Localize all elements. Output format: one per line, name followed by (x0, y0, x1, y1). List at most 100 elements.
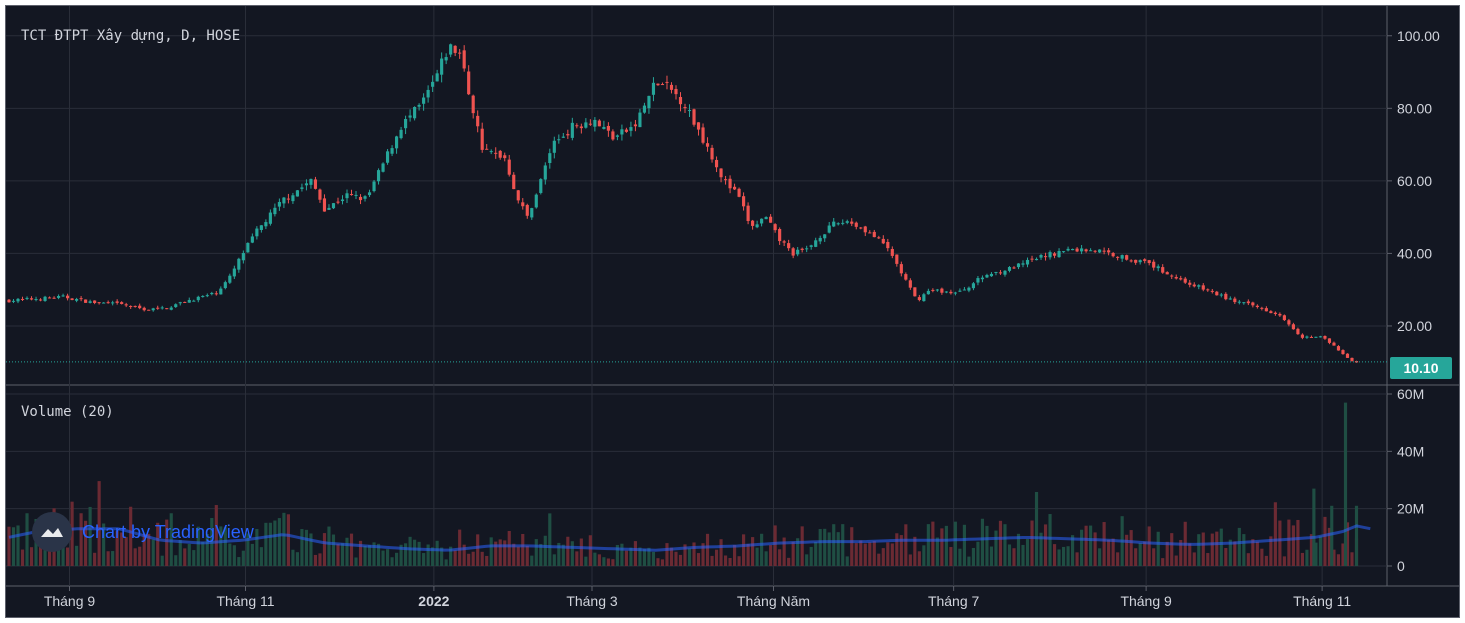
volume-bar (566, 536, 570, 566)
volume-bar (624, 550, 628, 566)
candle-up (1057, 251, 1061, 258)
volume-bar (291, 549, 295, 566)
candle-down (863, 226, 867, 233)
volume-bar (521, 533, 525, 566)
candle-up (381, 163, 385, 172)
tradingview-watermark[interactable]: Chart by TradingView (32, 512, 254, 552)
volume-bar (1206, 553, 1210, 566)
candle-down (1233, 298, 1237, 303)
volume-bar (579, 538, 583, 566)
candle-down (38, 299, 43, 301)
candle-up (1305, 336, 1309, 338)
volume-bar (241, 550, 245, 566)
volume-bar (656, 558, 660, 566)
volume-bar (363, 545, 367, 566)
volume-bar (1327, 527, 1332, 566)
candle-down (1273, 312, 1277, 315)
time-axis[interactable]: Tháng 9 Tháng 11 2022 Tháng 3 Tháng Năm Tháng… (44, 586, 1352, 609)
candle-down (79, 298, 83, 300)
volume-bar (1192, 552, 1196, 566)
candle-down (597, 120, 601, 127)
candle-up (201, 296, 205, 298)
candle-up (548, 153, 552, 164)
volume-bar (809, 546, 813, 566)
volume-bar (201, 541, 205, 566)
price-tick-label: 20.00 (1397, 318, 1432, 334)
volume-bar (1237, 527, 1241, 566)
candle-up (196, 296, 200, 301)
volume-bar (548, 513, 552, 566)
volume-bar (255, 528, 259, 566)
candle-up (557, 139, 561, 141)
candle-up (832, 221, 836, 227)
candle-up (593, 119, 597, 127)
time-tick-label: Tháng 7 (928, 593, 980, 609)
volume-bar (1052, 544, 1057, 566)
candle-up (989, 273, 994, 277)
volume-bar (944, 525, 948, 566)
volume-bar (940, 528, 944, 566)
volume-axis[interactable]: 60M 40M 20M 0 (1387, 386, 1424, 574)
candle-up (836, 223, 840, 225)
candle-down (115, 301, 119, 303)
candle-up (985, 274, 989, 278)
candle-down (1224, 293, 1228, 300)
volume-bar (705, 533, 710, 566)
volume-bar (660, 559, 665, 566)
volume-bar (129, 506, 133, 566)
candle-up (944, 291, 948, 293)
candle-down (133, 305, 137, 307)
candle-up (1219, 294, 1223, 296)
candle-up (273, 207, 277, 215)
candle-down (899, 264, 903, 274)
candle-down (1345, 353, 1350, 358)
volume-bar (1242, 534, 1246, 566)
volume-tick-label: 40M (1397, 443, 1424, 459)
time-tick-label: Tháng 11 (216, 593, 274, 609)
volume-bar (633, 541, 638, 566)
volume-bar (1224, 548, 1228, 566)
volume-bar (322, 533, 327, 566)
candle-up (1071, 248, 1075, 251)
volume-legend[interactable]: Volume (20) (21, 404, 114, 420)
candle-up (489, 151, 493, 153)
candle-up (178, 302, 182, 304)
watermark-text: Chart by TradingView (82, 521, 254, 542)
volume-ma-line (8, 524, 1371, 552)
candle-up (309, 178, 313, 185)
volume-bar (70, 501, 74, 566)
volume-bar (1251, 539, 1255, 566)
volume-bar (998, 520, 1003, 566)
volume-bar (1278, 520, 1282, 566)
candle-down (1251, 302, 1255, 306)
volume-bar (602, 557, 606, 566)
candle-up (827, 225, 831, 233)
chart-frame[interactable]: 100.00 80.00 60.00 40.00 20.00 60M 40M 20M 0 Th… (5, 5, 1460, 618)
candle-down (1161, 267, 1165, 273)
volume-bar (863, 543, 867, 566)
volume-bar (1318, 536, 1323, 566)
volume-bar (926, 524, 930, 566)
candle-down (1174, 276, 1178, 279)
price-axis[interactable]: 100.00 80.00 60.00 40.00 20.00 (1387, 28, 1440, 334)
volume-bar (737, 556, 741, 566)
volume-bar (1057, 549, 1061, 566)
candle-up (363, 196, 367, 199)
candle-down (737, 188, 741, 197)
symbol-legend[interactable]: TCT ĐTPT Xây dựng, D, HOSE (21, 28, 240, 44)
candle-down (800, 248, 804, 250)
volume-bar (205, 534, 209, 566)
candle-down (358, 196, 363, 201)
candle-up (255, 228, 259, 237)
candle-up (1048, 252, 1052, 258)
candle-down (904, 274, 908, 280)
candle-down (1043, 256, 1048, 258)
candle-down (29, 298, 34, 300)
candle-up (638, 112, 642, 128)
candle-up (1003, 270, 1007, 275)
price-tick-label: 100.00 (1397, 28, 1440, 44)
candle-down (1107, 250, 1111, 253)
volume-bar (516, 546, 520, 566)
volume-bar (489, 537, 493, 566)
volume-bar (440, 547, 444, 566)
